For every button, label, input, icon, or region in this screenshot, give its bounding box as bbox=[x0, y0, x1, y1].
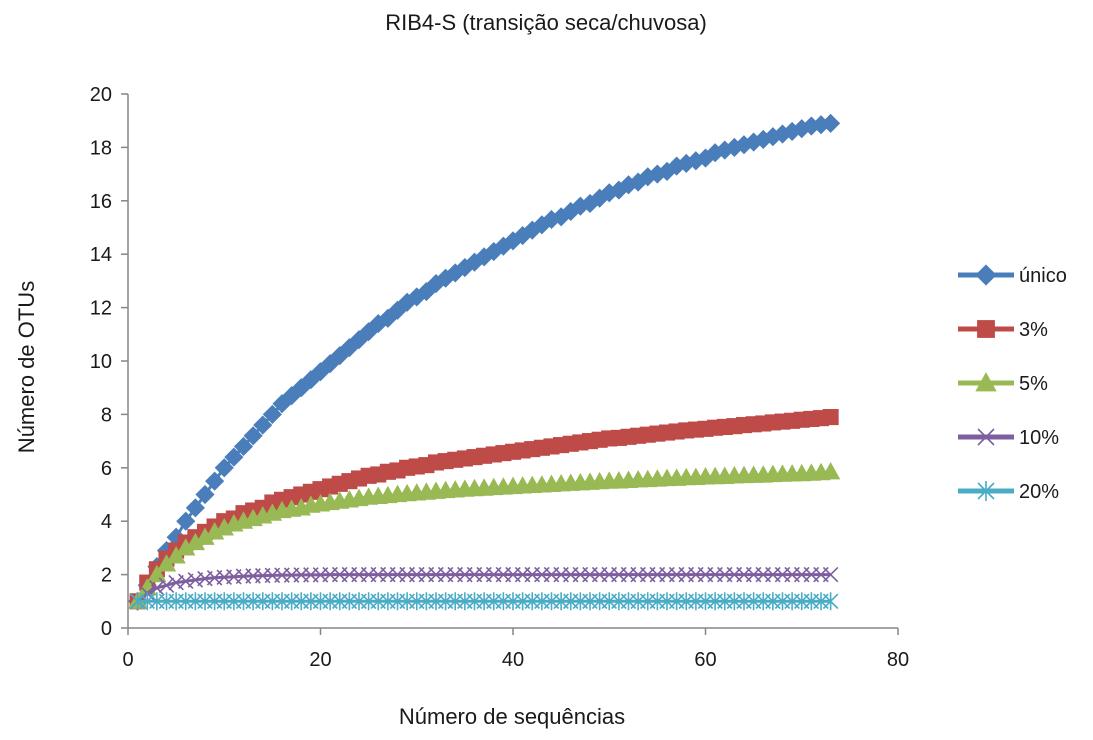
data-point bbox=[168, 574, 184, 591]
legend-item: 10% bbox=[958, 427, 1059, 449]
data-point bbox=[177, 573, 194, 590]
series-4 bbox=[129, 566, 839, 610]
x-tick-label: 20 bbox=[309, 649, 331, 671]
x-tick-label: 0 bbox=[122, 649, 133, 671]
x-tick-label: 60 bbox=[694, 649, 716, 671]
data-point bbox=[158, 577, 175, 594]
data-point bbox=[262, 404, 282, 424]
data-point bbox=[195, 484, 215, 505]
data-point bbox=[176, 511, 196, 531]
data-point bbox=[147, 564, 167, 583]
y-tick-label: 0 bbox=[101, 618, 112, 640]
legend-label: 3% bbox=[1019, 319, 1048, 341]
x-tick-label: 80 bbox=[887, 649, 909, 671]
data-point bbox=[185, 498, 205, 518]
data-point bbox=[822, 566, 839, 583]
x-axis-title: Número de sequências bbox=[399, 704, 625, 729]
data-point bbox=[149, 580, 165, 596]
y-tick-label: 8 bbox=[101, 404, 112, 426]
data-point bbox=[253, 415, 273, 435]
y-tick-label: 10 bbox=[90, 351, 112, 373]
data-point bbox=[821, 113, 841, 133]
legend-item: 3% bbox=[958, 319, 1048, 341]
data-point bbox=[822, 409, 839, 426]
legend: único 3% 5% 10% 20% bbox=[958, 264, 1067, 503]
legend-item: único bbox=[958, 264, 1067, 287]
y-tick-label: 20 bbox=[90, 84, 112, 106]
y-tick-label: 16 bbox=[90, 191, 112, 213]
y-tick-label: 4 bbox=[101, 511, 112, 533]
y-tick-label: 6 bbox=[101, 458, 112, 480]
plot-area bbox=[127, 113, 841, 611]
data-point bbox=[820, 461, 841, 480]
legend-marker bbox=[977, 481, 995, 501]
y-axis-title: Número de OTUs bbox=[14, 281, 39, 453]
data-point bbox=[233, 436, 254, 457]
data-point bbox=[224, 447, 244, 467]
legend-label: 5% bbox=[1019, 373, 1048, 395]
series-1 bbox=[128, 113, 841, 611]
data-point bbox=[205, 471, 225, 491]
y-tick-label: 18 bbox=[90, 137, 112, 159]
series-3 bbox=[127, 461, 841, 609]
legend-marker bbox=[975, 264, 997, 286]
y-tick-label: 12 bbox=[90, 298, 112, 320]
legend-item: 20% bbox=[958, 481, 1059, 503]
data-point bbox=[214, 458, 234, 478]
series-5 bbox=[129, 592, 839, 611]
legend-marker bbox=[977, 320, 995, 338]
data-point bbox=[187, 572, 204, 588]
legend-marker bbox=[975, 372, 997, 392]
axes: 0 2 4 6 8 10 12 14 16 18 20 0 20 40 60 80 bbox=[90, 84, 909, 671]
y-tick-label: 14 bbox=[90, 244, 112, 266]
legend-label: único bbox=[1019, 265, 1067, 287]
data-point bbox=[822, 592, 839, 611]
legend-label: 10% bbox=[1019, 427, 1059, 449]
legend-marker bbox=[977, 428, 995, 446]
legend-label: 20% bbox=[1019, 481, 1059, 503]
x-tick-label: 40 bbox=[502, 649, 524, 671]
legend-item: 5% bbox=[958, 372, 1048, 395]
chart-title: RIB4-S (transição seca/chuvosa) bbox=[385, 10, 707, 35]
y-tick-label: 2 bbox=[101, 565, 112, 587]
data-point bbox=[243, 426, 263, 446]
